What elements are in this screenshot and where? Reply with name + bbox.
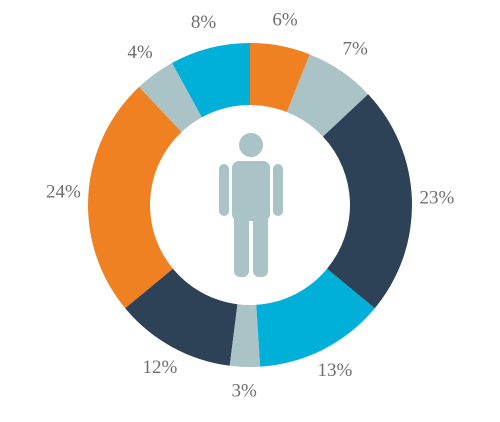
data-label: 7% — [342, 39, 368, 60]
donut-segment — [171, 43, 250, 118]
data-label: 24% — [46, 182, 81, 203]
donut-segment — [229, 304, 261, 367]
data-label: 23% — [419, 187, 454, 208]
data-label: 4% — [127, 42, 153, 63]
data-label: 13% — [317, 360, 352, 381]
donut-segment — [139, 63, 202, 133]
donut-segment — [322, 94, 413, 309]
data-label: 6% — [272, 10, 298, 31]
donut-segment — [88, 86, 182, 309]
data-label: 3% — [231, 380, 257, 401]
donut-segment — [286, 54, 369, 137]
data-label: 8% — [191, 12, 217, 33]
donut-segment — [250, 43, 310, 113]
donut-segment — [256, 268, 375, 367]
person-icon — [219, 133, 283, 277]
data-label: 12% — [142, 357, 177, 378]
donut-segment — [125, 268, 238, 366]
